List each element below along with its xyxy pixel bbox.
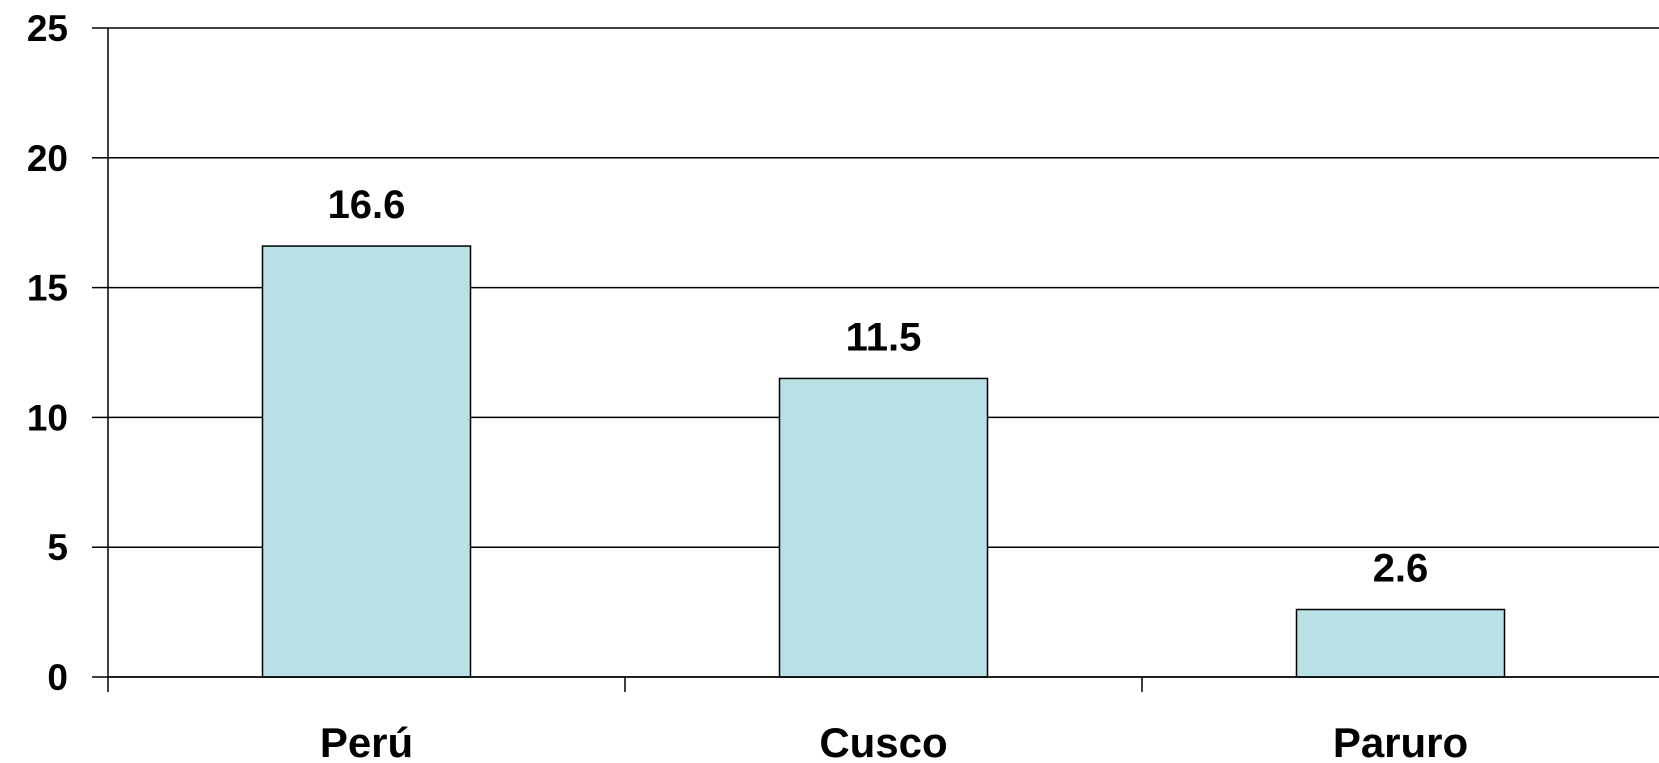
bar-cusco bbox=[778, 377, 989, 678]
bar-perú bbox=[261, 245, 472, 678]
x-category-label: Perú bbox=[320, 719, 413, 763]
bar-paruro bbox=[1295, 608, 1506, 678]
y-tick-label: 15 bbox=[27, 268, 68, 309]
y-tick-label: 10 bbox=[27, 397, 68, 438]
data-label: 2.6 bbox=[1373, 547, 1429, 591]
axes bbox=[92, 27, 1659, 692]
labels: 0 5 10 15 20 25 16.6 Perú 11.5 Cusco 2.6 Paruro bbox=[27, 8, 1468, 763]
data-label: 16.6 bbox=[328, 183, 406, 227]
y-tick-label: 5 bbox=[47, 527, 68, 568]
y-tick-label: 0 bbox=[47, 657, 68, 698]
x-category-label: Paruro bbox=[1333, 719, 1468, 763]
data-label: 11.5 bbox=[846, 315, 922, 359]
bars bbox=[261, 245, 1506, 678]
y-tick-label: 25 bbox=[27, 8, 68, 49]
x-category-label: Cusco bbox=[819, 719, 947, 763]
y-tick-label: 20 bbox=[27, 138, 68, 179]
